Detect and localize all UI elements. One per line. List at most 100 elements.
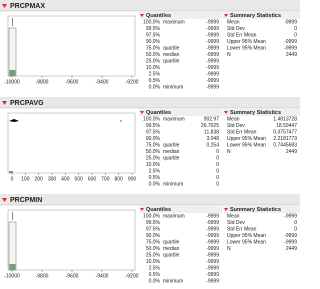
axis-label: 900 bbox=[128, 176, 137, 182]
summary-value: 0.3757477 bbox=[273, 129, 297, 135]
plot-frame bbox=[7, 209, 136, 271]
quantile-percent: 0.0% bbox=[149, 84, 161, 90]
summary-title: Summary Statistics bbox=[230, 13, 281, 19]
summary-title: Summary Statistics bbox=[230, 207, 281, 213]
axis-label: -9400 bbox=[96, 273, 109, 279]
summary-header bbox=[223, 206, 300, 213]
quantile-value: -9999 bbox=[206, 65, 219, 71]
panel-title: PRCPMIN bbox=[10, 197, 42, 204]
quantile-percent: 99.5% bbox=[146, 220, 161, 226]
screenshot: PRCPMAX -10000 -9800 -9600 -9400 -9200 Quantil… bbox=[0, 0, 300, 284]
quantile-label: quartile bbox=[163, 58, 180, 64]
quantile-percent: 0.0% bbox=[149, 181, 161, 187]
quantile-percent: 0.5% bbox=[149, 175, 161, 181]
summary-value: -9999 bbox=[284, 239, 297, 245]
panel-header bbox=[0, 97, 300, 108]
summary-label: Lower 95% Mean bbox=[227, 142, 266, 148]
summary-header bbox=[223, 12, 300, 19]
summary-value: 2449 bbox=[286, 52, 297, 58]
histogram-bar bbox=[9, 70, 16, 76]
summary-title: Summary Statistics bbox=[230, 110, 281, 116]
summary-label: Lower 95% Mean bbox=[227, 239, 266, 245]
quantile-percent: 50.0% bbox=[146, 149, 161, 155]
summary-value: -9999 bbox=[284, 233, 297, 239]
summary-label: Mean bbox=[227, 116, 240, 122]
panel-header bbox=[0, 194, 300, 205]
quantile-value: 11.838 bbox=[204, 129, 219, 135]
summary-label: Std Dev bbox=[227, 26, 245, 32]
axis-label: -9200 bbox=[126, 273, 139, 279]
quantile-label: minimum bbox=[163, 278, 183, 284]
summary-label: Lower 95% Mean bbox=[227, 45, 266, 51]
quantile-value: -9999 bbox=[206, 213, 219, 219]
summary-label: Std Err Mean bbox=[227, 226, 257, 232]
summary-label: Std Err Mean bbox=[227, 32, 257, 38]
quantile-label: quartile bbox=[163, 155, 180, 161]
quantile-value: -9999 bbox=[206, 45, 219, 51]
quantiles-title: Quantiles bbox=[146, 207, 171, 213]
quantile-label: quartile bbox=[163, 45, 180, 51]
summary-label: Upper 95% Mean bbox=[227, 136, 266, 142]
quantile-percent: 97.5% bbox=[146, 32, 161, 38]
panel-header bbox=[0, 0, 300, 11]
quantile-value: 0.254 bbox=[206, 142, 219, 148]
quantile-percent: 100.0% bbox=[143, 213, 161, 219]
quantile-percent: 10.0% bbox=[146, 259, 161, 265]
summary-label: Std Dev bbox=[227, 123, 245, 129]
quantile-percent: 0.5% bbox=[149, 272, 161, 278]
axis-label: -9200 bbox=[126, 79, 139, 85]
quantile-percent: 75.0% bbox=[146, 142, 161, 148]
disclosure-icon bbox=[224, 14, 228, 17]
quantile-value: -9999 bbox=[206, 39, 219, 45]
quantile-label: minimum bbox=[163, 84, 183, 90]
quantile-value: -9999 bbox=[206, 78, 219, 84]
histogram-bar bbox=[9, 264, 16, 270]
summary-label: Upper 95% Mean bbox=[227, 39, 266, 45]
quantile-value: 0 bbox=[216, 168, 219, 174]
quantile-value: 902.97 bbox=[204, 116, 220, 122]
quantile-value: -9999 bbox=[206, 19, 219, 25]
quantile-value: 0 bbox=[216, 155, 219, 161]
quantile-value: -9999 bbox=[206, 252, 219, 258]
quantile-percent: 2.5% bbox=[149, 265, 161, 271]
summary-label: Mean bbox=[227, 19, 240, 25]
quantile-percent: 2.5% bbox=[149, 71, 161, 77]
quantile-percent: 10.0% bbox=[146, 162, 161, 168]
summary-value: -9999 bbox=[284, 19, 297, 25]
distribution-panel: PRCPAVG 0 100 200 300 400 500 600 700 800 900 Quant… bbox=[0, 97, 300, 187]
quantile-label: quartile bbox=[163, 239, 180, 245]
summary-label: Std Dev bbox=[227, 220, 245, 226]
quantile-value: -9999 bbox=[206, 84, 219, 90]
axis-label: 200 bbox=[34, 176, 43, 182]
axis-label: -9600 bbox=[66, 273, 79, 279]
quantile-label: quartile bbox=[163, 142, 180, 148]
quantile-value: -9999 bbox=[206, 226, 219, 232]
quantiles-header bbox=[139, 109, 222, 116]
axis-label: 400 bbox=[61, 176, 70, 182]
axis-label: -9800 bbox=[36, 273, 49, 279]
summary-label: Std Err Mean bbox=[227, 129, 257, 135]
summary-value: 0 bbox=[294, 26, 297, 32]
quantile-value: 0 bbox=[216, 181, 219, 187]
quantile-percent: 75.0% bbox=[146, 239, 161, 245]
quantile-label: minimum bbox=[163, 181, 183, 187]
summary-label: N bbox=[227, 52, 231, 58]
quantile-percent: 99.5% bbox=[146, 26, 161, 32]
distribution-panel: PRCPMAX -10000 -9800 -9600 -9400 -9200 Quantil… bbox=[0, 0, 300, 90]
summary-value: 2.2181773 bbox=[273, 136, 297, 142]
quantile-percent: 50.0% bbox=[146, 246, 161, 252]
panel-title: PRCPMAX bbox=[10, 3, 45, 10]
summary-value: 0 bbox=[294, 220, 297, 226]
axis-label: 500 bbox=[74, 176, 83, 182]
quantile-value: 0 bbox=[216, 149, 219, 155]
quantile-value: -9999 bbox=[206, 52, 219, 58]
summary-value: -9999 bbox=[284, 213, 297, 219]
quantile-percent: 75.0% bbox=[146, 45, 161, 51]
quantile-value: -9999 bbox=[206, 259, 219, 265]
quantile-percent: 90.0% bbox=[146, 136, 161, 142]
quantile-value: -9999 bbox=[206, 233, 219, 239]
quantile-value: 0 bbox=[216, 175, 219, 181]
quantile-label: maximum bbox=[163, 213, 185, 219]
quantile-value: -9999 bbox=[206, 265, 219, 271]
